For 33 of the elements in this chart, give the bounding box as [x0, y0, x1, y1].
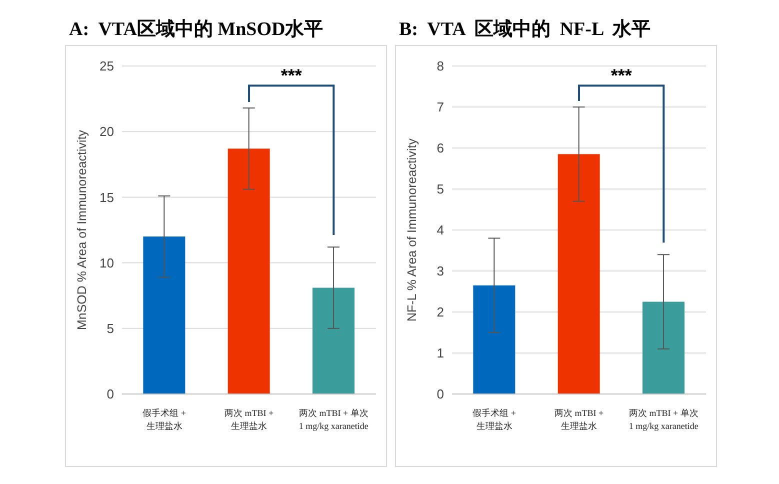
x-tick-label: 两次 mTBI + 生理盐水	[554, 408, 604, 431]
y-tick-label: 6	[436, 140, 444, 156]
y-tick-label: 0	[106, 386, 114, 402]
y-tick-label: 1	[436, 346, 444, 361]
y-tick-label: 15	[100, 190, 114, 205]
y-tick-label: 2	[436, 304, 444, 320]
bar	[473, 285, 516, 394]
x-tick-label: 两次 mTBI + 生理盐水	[224, 408, 274, 431]
bar	[642, 302, 684, 394]
y-tick-label: 7	[436, 100, 444, 115]
x-tick-label: 两次 mTBI + 单次 1 mg/kg xaranetide	[298, 408, 368, 431]
bar	[143, 236, 186, 394]
bar	[312, 288, 354, 394]
chart-title: B: VTA 区域中的 NF-L 水平	[398, 18, 652, 42]
y-axis-title: MnSOD % Area of Immunoreactivity	[75, 129, 89, 330]
x-tick-label: 假手术组 + 生理盐水	[142, 408, 186, 431]
y-tick-label: 5	[436, 182, 444, 197]
annotation: ***	[610, 66, 632, 86]
y-tick-label: 4	[436, 222, 444, 238]
y-axis-title: NF-L % Area of Immunoreactivity	[405, 138, 419, 322]
chart-title: A: VTA区域中的 MnSOD水平	[68, 18, 324, 42]
y-tick-label: 20	[100, 124, 114, 140]
y-tick-label: 0	[436, 386, 444, 402]
y-tick-label: 3	[436, 264, 444, 279]
y-tick-label: 5	[106, 321, 114, 336]
bar	[228, 148, 270, 394]
x-tick-label: 两次 mTBI + 单次 1 mg/kg xaranetide	[628, 408, 698, 431]
y-tick-label: 8	[436, 58, 444, 74]
bar	[558, 154, 600, 394]
annotation: ***	[280, 66, 302, 86]
x-tick-label: 假手术组 + 生理盐水	[472, 408, 516, 431]
y-tick-label: 25	[100, 58, 114, 74]
y-tick-label: 10	[100, 255, 114, 270]
